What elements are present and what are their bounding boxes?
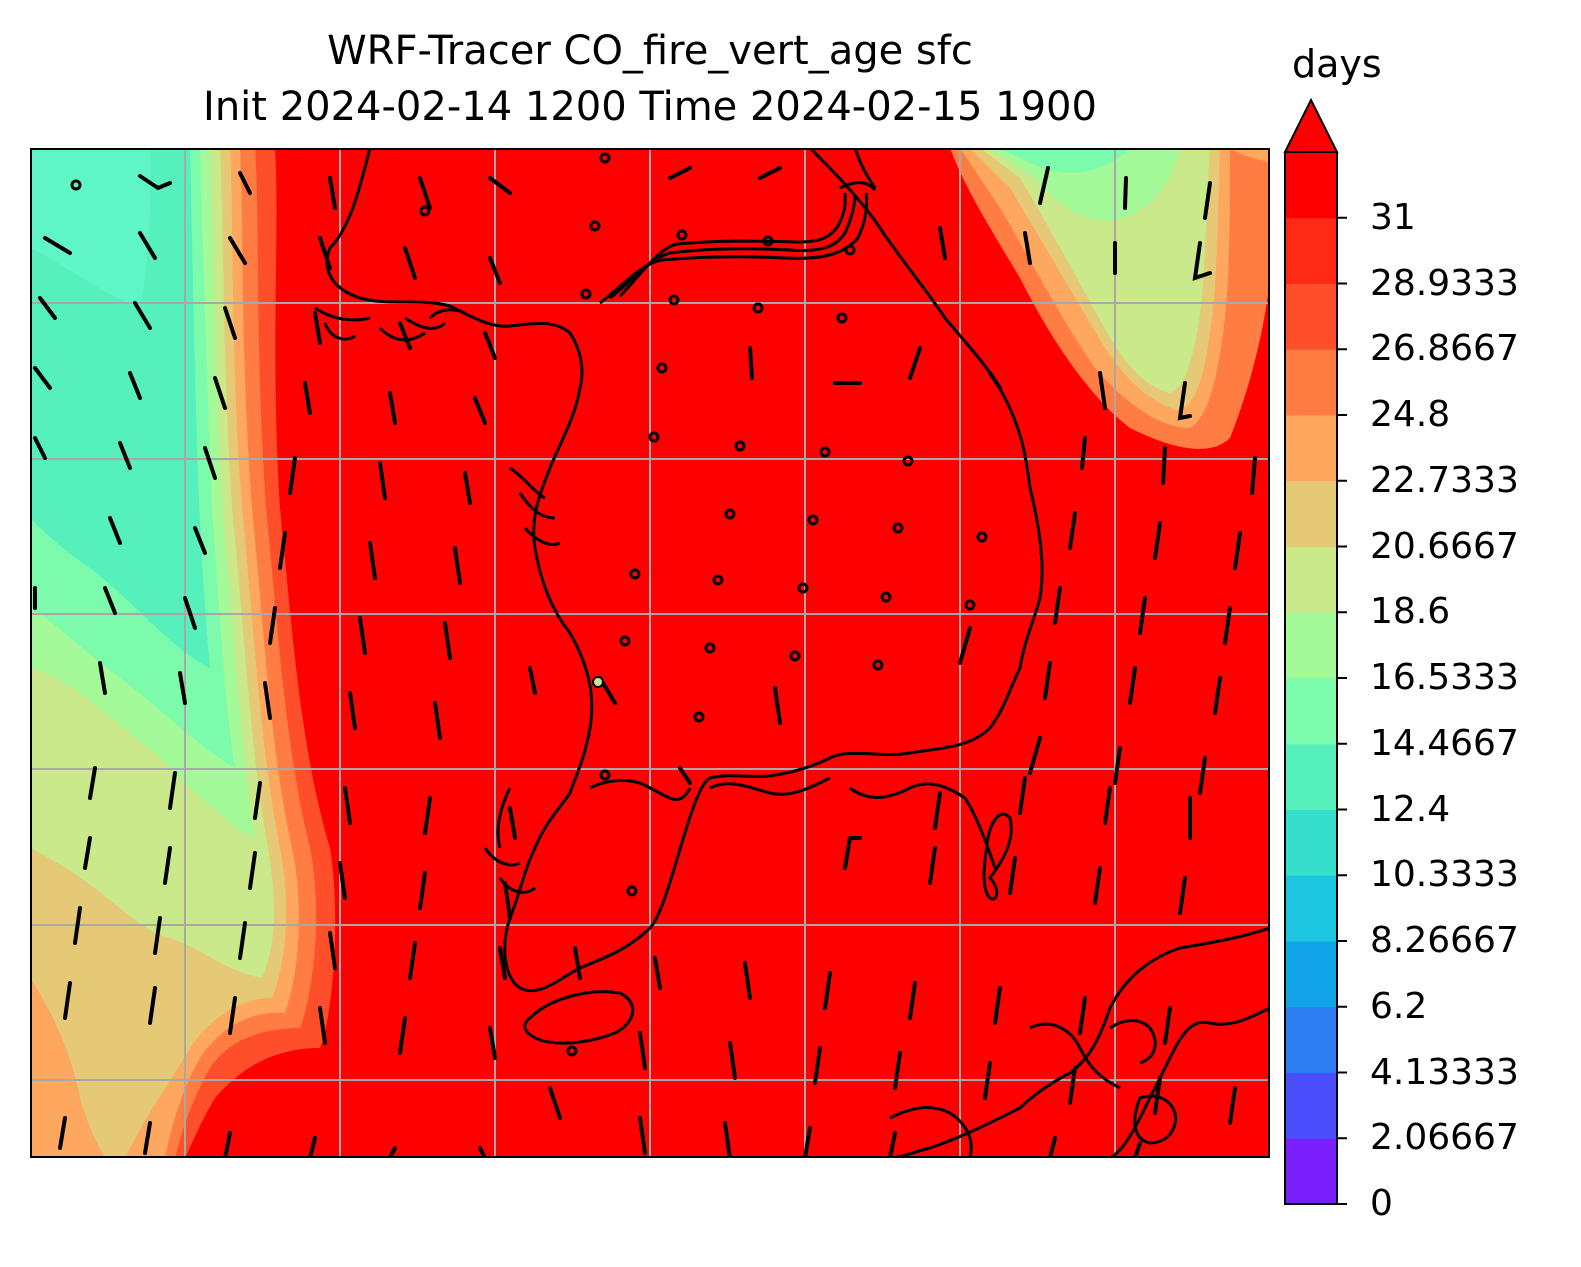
colorbar-segment — [1285, 809, 1337, 876]
colorbar-tick-label: 4.13333 — [1370, 1051, 1519, 1093]
colorbar-segment — [1285, 1006, 1337, 1073]
colorbar-segment — [1285, 941, 1337, 1008]
chart-title-line2: Init 2024-02-14 1200 Time 2024-02-15 190… — [203, 84, 1097, 130]
colorbar-segment — [1285, 349, 1337, 416]
colorbar-segment — [1285, 546, 1337, 613]
colorbar-tick-label: 20.6667 — [1370, 525, 1519, 567]
colorbar-segment — [1285, 480, 1337, 547]
colorbar-tick-label: 31 — [1370, 196, 1416, 238]
colorbar-segment — [1285, 283, 1337, 350]
colorbar-extend-arrow — [1283, 97, 1339, 153]
colorbar-segment — [1285, 217, 1337, 284]
colorbar-tick-label: 24.8 — [1370, 394, 1451, 435]
colorbar-segment — [1285, 875, 1337, 942]
colorbar-tick-label: 12.4 — [1370, 788, 1451, 830]
colorbar-tick-label: 8.26667 — [1370, 920, 1519, 961]
colorbar-tick-label: 6.2 — [1370, 985, 1428, 1027]
colorbar-units: days — [1292, 42, 1382, 86]
colorbar-tick-label: 10.3333 — [1370, 854, 1519, 896]
map-frame — [30, 148, 1270, 1158]
colorbar — [1283, 97, 1347, 1205]
chart-title-line1: WRF-Tracer CO_fire_vert_age sfc — [327, 28, 973, 74]
station-markers — [70, 152, 988, 1057]
colorbar-segment — [1285, 152, 1337, 219]
wind-barbs — [33, 166, 1257, 1158]
colorbar-tick-label: 28.9333 — [1370, 262, 1519, 304]
map-gridlines — [30, 148, 1270, 1158]
colorbar-tick-label: 18.6 — [1370, 591, 1451, 633]
colorbar-segment — [1285, 743, 1337, 810]
northeast-plume — [950, 148, 1270, 449]
colorbar-tick-label: 22.7333 — [1370, 459, 1519, 501]
colorbar-tick-label: 0 — [1370, 1183, 1393, 1224]
colorbar-tick-label: 16.5333 — [1370, 657, 1519, 698]
colorbar-tick-label: 14.4667 — [1370, 722, 1519, 764]
colorbar-segment — [1285, 415, 1337, 482]
colorbar-segment — [1285, 612, 1337, 679]
colorbar-tick-label: 26.8667 — [1370, 328, 1519, 370]
city-marker — [592, 676, 604, 688]
colorbar-segment — [1285, 1138, 1337, 1205]
colorbar-segment — [1285, 1072, 1337, 1139]
colorbar-segment — [1285, 678, 1337, 745]
colorbar-tick-label: 2.06667 — [1370, 1117, 1519, 1159]
map-panel — [30, 148, 1270, 1158]
